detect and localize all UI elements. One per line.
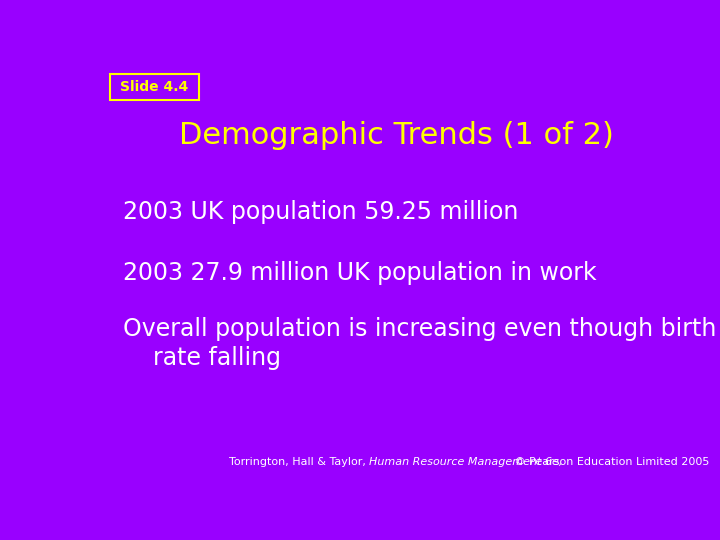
Text: Overall population is increasing even though birth: Overall population is increasing even th… bbox=[124, 317, 717, 341]
Text: Slide 4.4: Slide 4.4 bbox=[120, 80, 189, 94]
Text: Human Resource Management 6e,: Human Resource Management 6e, bbox=[369, 457, 562, 467]
Text: Torrington, Hall & Taylor,: Torrington, Hall & Taylor, bbox=[229, 457, 369, 467]
Text: © Pearson Education Limited 2005: © Pearson Education Limited 2005 bbox=[511, 457, 709, 467]
Text: 2003 UK population 59.25 million: 2003 UK population 59.25 million bbox=[124, 200, 519, 225]
FancyBboxPatch shape bbox=[109, 75, 199, 100]
Text: rate falling: rate falling bbox=[124, 346, 282, 370]
Text: Demographic Trends (1 of 2): Demographic Trends (1 of 2) bbox=[179, 121, 614, 150]
Text: 2003 27.9 million UK population in work: 2003 27.9 million UK population in work bbox=[124, 261, 597, 285]
